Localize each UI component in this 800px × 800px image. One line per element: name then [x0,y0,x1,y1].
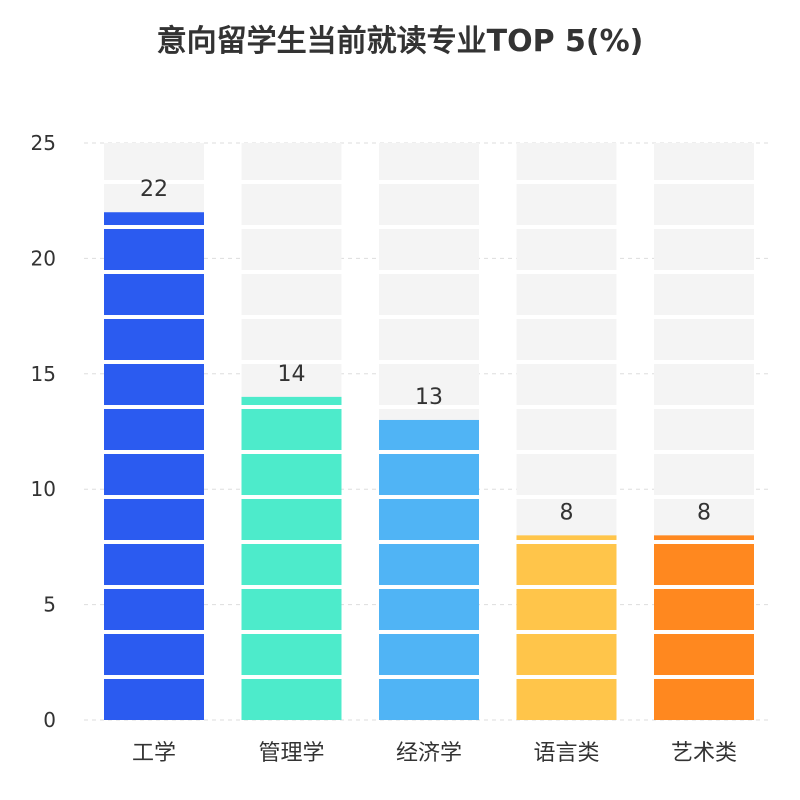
bar-group: 13 [379,143,479,720]
data-label: 14 [278,362,306,387]
chart-title: 意向留学生当前就读专业TOP 5(%) [156,24,644,59]
bar-background [379,274,479,315]
bar [241,679,342,720]
bar [379,544,479,585]
bar-group: 14 [241,143,342,720]
x-axis: 工学 管理学 经济学 语言类 艺术类 [132,741,737,766]
bar-background [516,229,617,270]
bar [104,634,204,675]
bar-group: 8 [654,143,754,720]
bar [241,634,342,675]
bar-background [516,364,617,405]
data-label: 22 [140,177,168,202]
bar [104,229,204,270]
bar-background [654,229,754,270]
bar [104,589,204,630]
bar-background [516,499,617,540]
bar-background [654,454,754,495]
bar-background [241,274,342,315]
bar-background [379,364,479,405]
bar [654,544,754,585]
y-tick-label: 5 [43,593,56,617]
bar-background [654,184,754,225]
bar-background [104,143,204,180]
bar [104,409,204,450]
bar-background [516,409,617,450]
y-tick-label: 15 [31,362,56,386]
bar [516,634,617,675]
bar [241,544,342,585]
bar-group: 22 [104,143,204,720]
bar [516,679,617,720]
bar [379,679,479,720]
bar-background [241,143,342,180]
data-label: 13 [415,385,443,410]
data-label: 8 [560,500,574,525]
bar [241,409,342,450]
bar-background [516,184,617,225]
bar [516,544,617,585]
y-tick-label: 25 [31,131,56,155]
bar-background [654,143,754,180]
bar [379,499,479,540]
bar-background [379,184,479,225]
bar [379,454,479,495]
bar [241,499,342,540]
bar [654,679,754,720]
bar-background [516,454,617,495]
bar-background [654,274,754,315]
x-tick-label: 语言类 [533,741,599,766]
bar [379,419,479,450]
bar [516,535,617,540]
bar-group: 8 [516,143,617,720]
bar [241,589,342,630]
x-tick-label: 艺术类 [671,741,737,766]
bar-background [516,143,617,180]
bar-background [654,499,754,540]
y-tick-label: 10 [31,477,56,501]
bars: 22 14 13 8 8 [104,143,754,720]
bar-background [516,319,617,360]
bar [516,589,617,630]
data-label: 8 [697,500,711,525]
x-tick-label: 工学 [132,741,176,766]
bar [379,589,479,630]
bar-background [379,229,479,270]
bar-background [241,319,342,360]
bar-background [516,274,617,315]
bar-background [654,364,754,405]
y-tick-label: 20 [31,246,56,270]
y-axis: 0 5 10 15 20 25 [31,131,56,732]
bar [104,544,204,585]
bar [241,396,342,405]
bar [104,274,204,315]
bar [104,212,204,225]
bar-background [654,319,754,360]
bar [104,454,204,495]
bar [379,634,479,675]
bar-background [241,229,342,270]
bar [654,535,754,540]
y-tick-label: 0 [43,708,56,732]
bar-background [241,184,342,225]
bar [654,589,754,630]
bar-background [654,409,754,450]
bar [104,364,204,405]
bar [654,634,754,675]
bar-background [379,319,479,360]
bar [241,454,342,495]
x-tick-label: 经济学 [396,741,462,766]
x-tick-label: 管理学 [258,741,324,766]
bar-background [379,143,479,180]
bar [104,679,204,720]
bar [104,319,204,360]
bar [104,499,204,540]
